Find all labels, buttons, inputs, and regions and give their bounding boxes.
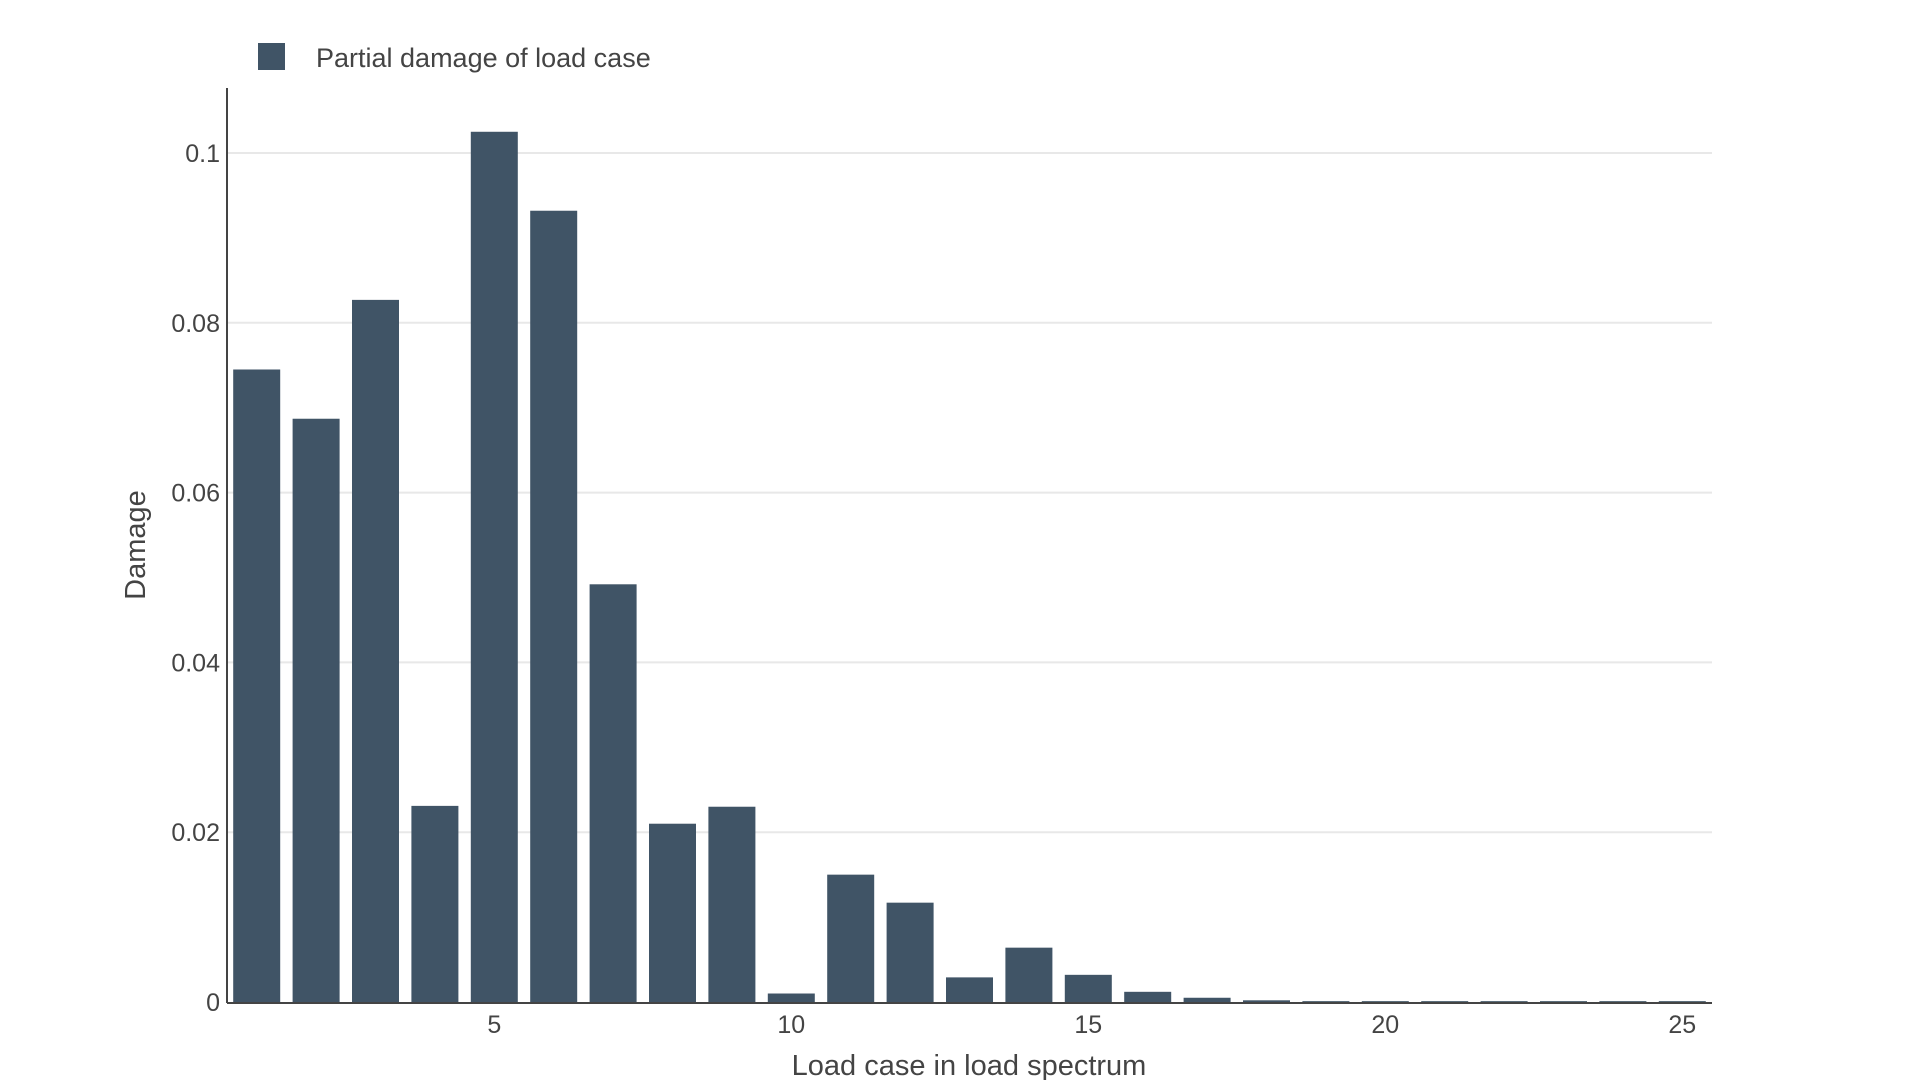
- y-tick-label: 0: [206, 989, 220, 1017]
- x-tick-label: 15: [1074, 1011, 1102, 1039]
- y-tick-label: 0.02: [171, 819, 220, 847]
- bar-load-case-23[interactable]: [1540, 1001, 1587, 1002]
- y-tick-label: 0.08: [171, 310, 220, 338]
- bar-load-case-15[interactable]: [1064, 974, 1112, 1002]
- x-tick-label: 10: [777, 1011, 805, 1039]
- y-tick-label: 0.1: [185, 140, 220, 168]
- bar-load-case-17[interactable]: [1183, 997, 1231, 1002]
- bar-load-case-13[interactable]: [946, 977, 993, 1002]
- bar-load-case-14[interactable]: [1005, 947, 1053, 1002]
- y-tick-labels: 0 0.02 0.04 0.06 0.08 0.1: [171, 140, 220, 1017]
- bar-load-case-22[interactable]: [1480, 1001, 1528, 1002]
- bar-load-case-20[interactable]: [1361, 1001, 1409, 1002]
- y-tick-label: 0.06: [171, 480, 220, 508]
- bar-load-case-6[interactable]: [530, 210, 578, 1002]
- bar-load-case-4[interactable]: [411, 805, 459, 1002]
- x-tick-labels: 5 10 15 20 25: [487, 1011, 1696, 1039]
- bar-load-case-10[interactable]: [767, 993, 815, 1002]
- bar-load-case-12[interactable]: [886, 902, 934, 1002]
- bar-load-case-21[interactable]: [1421, 1001, 1469, 1002]
- x-tick-label: 25: [1668, 1011, 1696, 1039]
- bar-load-case-19[interactable]: [1302, 1001, 1350, 1002]
- x-tick-label: 20: [1371, 1011, 1399, 1039]
- legend-swatch: [258, 43, 285, 70]
- bar-load-case-1[interactable]: [233, 369, 281, 1002]
- bar-load-case-25[interactable]: [1658, 1001, 1706, 1002]
- legend[interactable]: Partial damage of load case: [258, 43, 651, 73]
- bar-load-case-16[interactable]: [1124, 991, 1172, 1002]
- bar-load-case-2[interactable]: [292, 418, 340, 1002]
- x-axis-title: Load case in load spectrum: [792, 1050, 1147, 1080]
- bar-load-case-5[interactable]: [470, 131, 518, 1002]
- bar-load-case-18[interactable]: [1243, 1000, 1290, 1002]
- bar-load-case-24[interactable]: [1599, 1001, 1647, 1002]
- grid-layer: [227, 152, 1712, 834]
- bar-load-case-3[interactable]: [352, 299, 399, 1002]
- axis-layer: [226, 88, 1712, 1004]
- bar-load-case-8[interactable]: [649, 823, 696, 1002]
- bar-load-case-9[interactable]: [708, 806, 756, 1002]
- bar-load-case-7[interactable]: [589, 584, 637, 1002]
- bar-layer: [233, 131, 1706, 1002]
- y-axis-title: Damage: [120, 490, 152, 600]
- y-tick-label: 0.04: [171, 649, 220, 677]
- x-tick-label: 5: [487, 1011, 501, 1039]
- bar-load-case-11[interactable]: [827, 874, 875, 1002]
- legend-label: Partial damage of load case: [316, 43, 651, 73]
